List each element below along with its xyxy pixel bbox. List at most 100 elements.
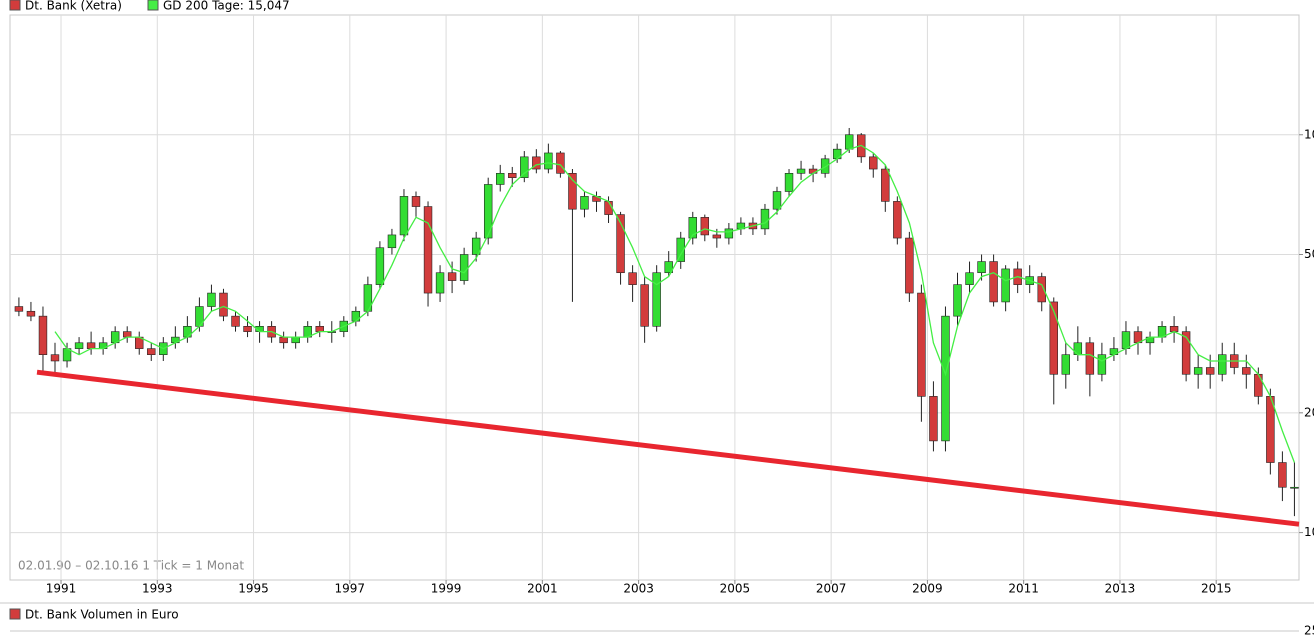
trend-line <box>36 369 1300 527</box>
candle-body <box>796 168 806 174</box>
x-tick-label: 2009 <box>912 582 943 596</box>
candle-body <box>929 396 938 442</box>
candle-body <box>1254 373 1263 397</box>
legend-swatch <box>147 0 159 11</box>
candle-body <box>977 261 986 274</box>
candle-body <box>724 228 734 239</box>
x-tick-label: 2011 <box>1008 582 1039 596</box>
y-tick-label: 20 <box>1304 405 1314 419</box>
candle-body <box>207 292 216 307</box>
candle-body <box>1169 326 1179 332</box>
legend-label: Dt. Bank (Xetra) <box>25 0 122 13</box>
y-tick-label: 100 <box>1304 127 1314 141</box>
candle-body <box>1061 354 1071 375</box>
x-tick-label: 2013 <box>1105 582 1136 596</box>
legend-label: GD 200 Tage: 15,047 <box>163 0 290 13</box>
candle-body <box>243 326 252 332</box>
footnote: 02.01.90 – 02.10.16 1 Tick = 1 Monat <box>18 559 244 573</box>
candle-body <box>1205 367 1215 375</box>
candle-body <box>989 261 998 303</box>
candle-body <box>1290 486 1299 489</box>
candle-body <box>869 156 878 170</box>
candle-body <box>712 234 722 239</box>
candle-body <box>640 284 649 327</box>
candle-body <box>291 336 300 344</box>
candle-body <box>628 272 637 285</box>
candle-body <box>1037 276 1046 303</box>
candle-body <box>375 247 385 285</box>
candle-body <box>568 173 577 210</box>
volume-title: Dt. Bank Volumen in Euro <box>25 608 179 622</box>
candle-body <box>556 152 565 174</box>
candle-body <box>50 354 60 362</box>
candle-body <box>520 156 529 178</box>
candle-body <box>905 237 914 294</box>
candle-body <box>616 214 625 274</box>
x-tick-label: 2015 <box>1201 582 1232 596</box>
candle-body <box>1121 331 1131 349</box>
candle-body <box>1097 354 1107 375</box>
moving-average <box>54 144 1296 463</box>
candle-body <box>893 201 902 239</box>
x-tick-label: 2005 <box>720 582 751 596</box>
candle-body <box>604 201 613 215</box>
candle-body <box>1218 354 1227 375</box>
candle-body <box>532 156 541 170</box>
candle-body <box>26 310 36 317</box>
candle-body <box>652 272 661 327</box>
candle-body <box>664 261 673 274</box>
candle-body <box>965 272 974 285</box>
candle-body <box>1278 462 1287 488</box>
candle-body <box>844 134 854 150</box>
candle-body <box>14 306 24 312</box>
candle-body <box>231 315 240 327</box>
candle-body <box>1085 342 1095 375</box>
candle-body <box>147 348 156 355</box>
candle-body <box>580 196 589 210</box>
candle-body <box>122 331 132 338</box>
candle-body <box>700 217 710 236</box>
candle-body <box>447 272 457 281</box>
candle-body <box>411 196 421 207</box>
candle-body <box>544 152 553 170</box>
candle-body <box>1181 331 1191 375</box>
candle-body <box>953 284 962 317</box>
x-tick-label: 2001 <box>527 582 558 596</box>
candle-body <box>941 315 950 442</box>
candle-body <box>483 184 493 239</box>
x-tick-label: 1997 <box>335 582 366 596</box>
candle-body <box>86 342 96 349</box>
candle-body <box>1193 367 1203 375</box>
candle-body <box>881 168 890 202</box>
candle-body <box>688 217 697 239</box>
candle-body <box>399 196 409 236</box>
volume-axis-label: 25 <box>1304 624 1314 638</box>
x-tick-label: 2003 <box>623 582 654 596</box>
candle-body <box>784 173 794 192</box>
candle-body <box>471 237 481 255</box>
candle-body <box>219 292 228 317</box>
candle-body <box>435 272 445 294</box>
candle-body <box>38 315 48 355</box>
x-tick-label: 2007 <box>816 582 847 596</box>
candle-body <box>423 206 433 294</box>
x-tick-label: 1993 <box>142 582 173 596</box>
y-tick-label: 10 <box>1304 525 1314 539</box>
candle-body <box>279 336 288 344</box>
legend-swatch <box>9 608 21 620</box>
candle-body <box>496 173 505 185</box>
candle-body <box>760 208 770 230</box>
candle-body <box>387 234 397 249</box>
candle-body <box>74 342 84 349</box>
legend-swatch <box>9 0 21 11</box>
x-tick-label: 1991 <box>46 582 77 596</box>
candle-body <box>1242 367 1251 375</box>
candle-body <box>772 191 782 210</box>
candle-body <box>1049 301 1058 375</box>
candle-body <box>459 254 469 281</box>
x-tick-label: 1995 <box>238 582 269 596</box>
x-tick-label: 1999 <box>431 582 462 596</box>
candle-body <box>1001 268 1010 303</box>
candle-body <box>1266 396 1275 463</box>
